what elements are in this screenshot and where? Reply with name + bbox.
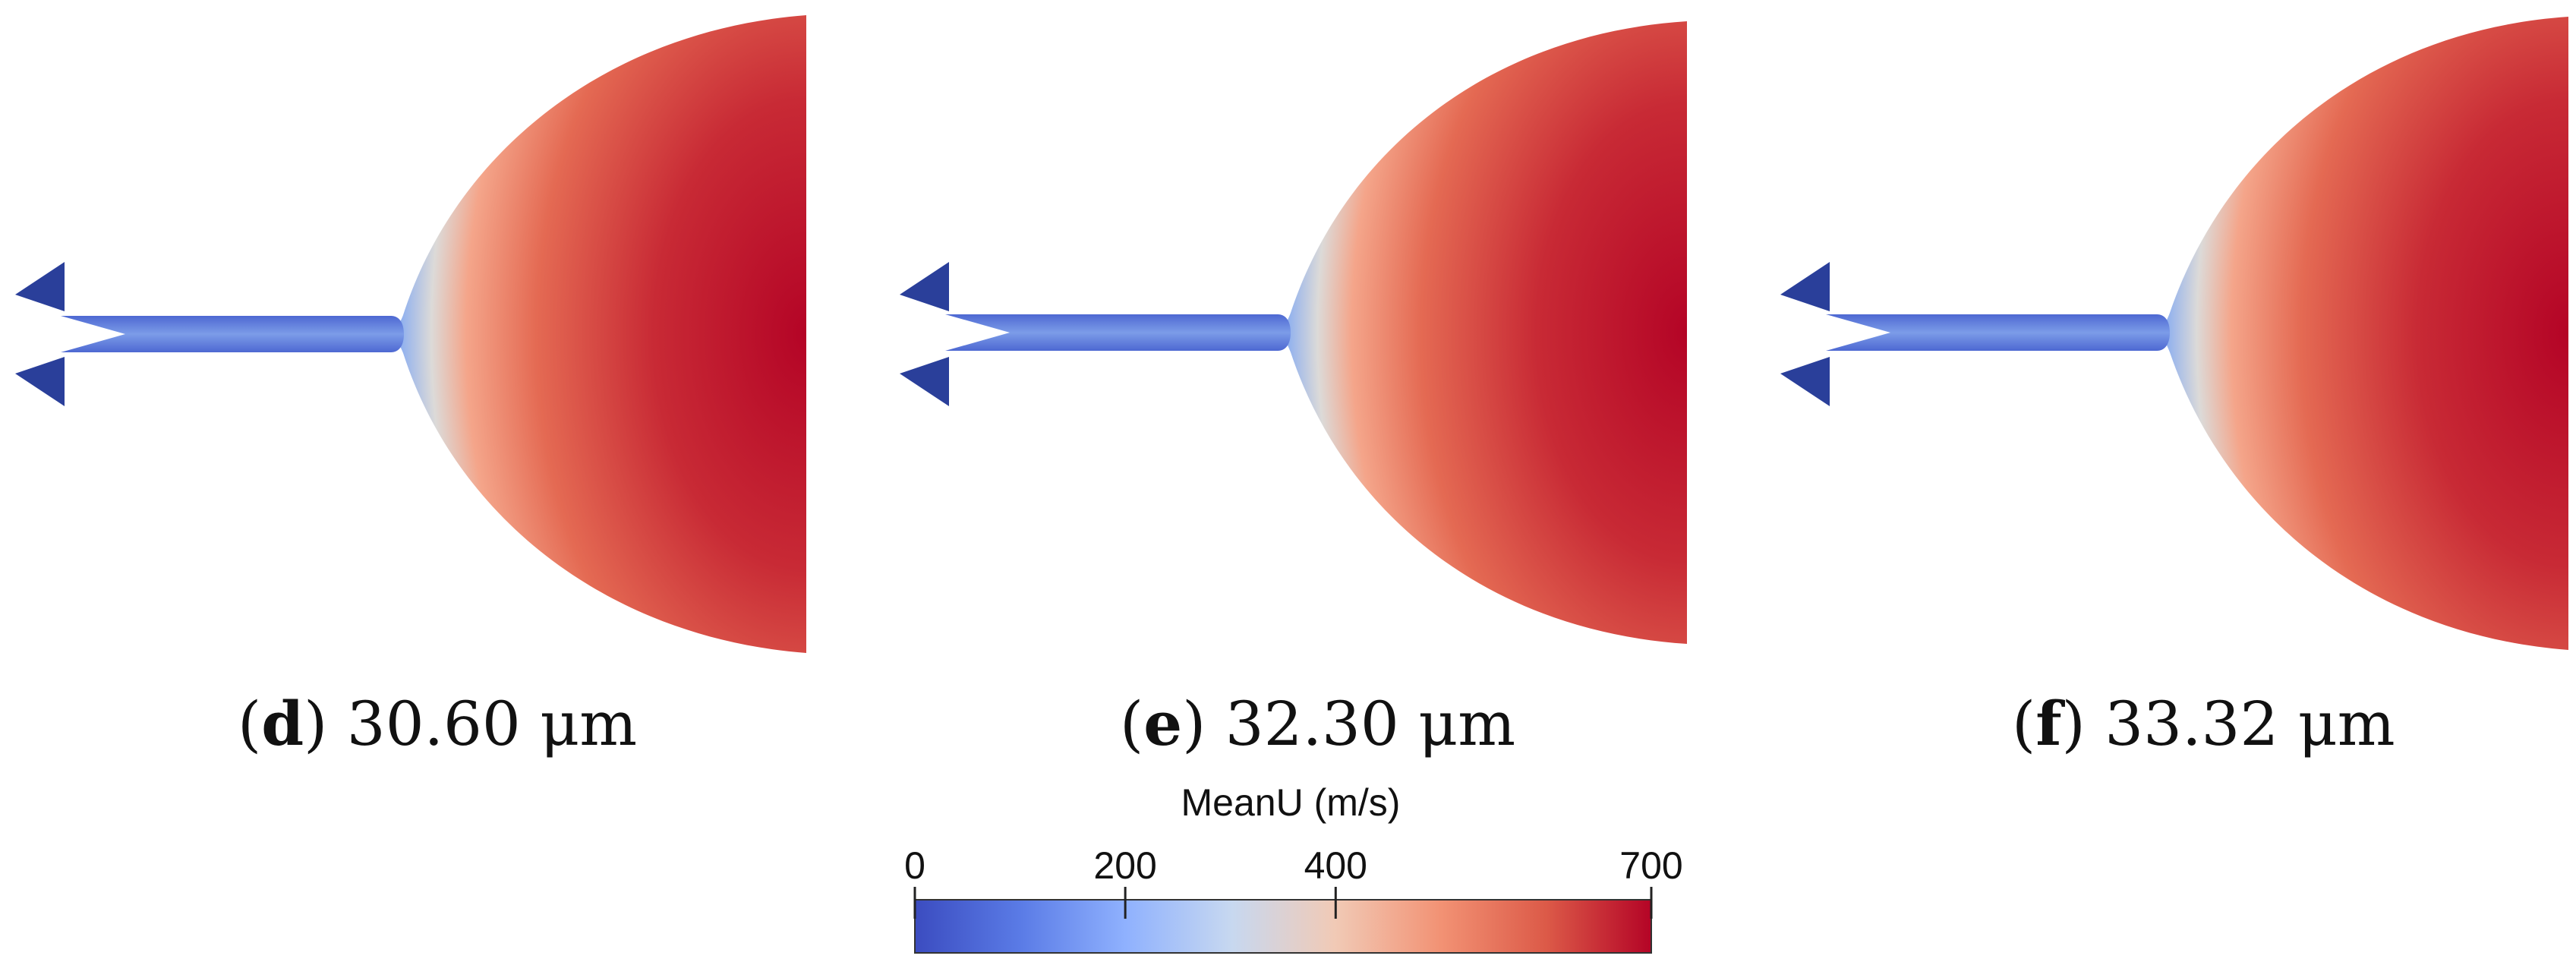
caption-letter-e: e — [1143, 688, 1183, 759]
caption-panel-f: (f) 33.32 μm — [2012, 688, 2395, 759]
caption-letter-d: d — [261, 688, 304, 759]
caption-value-e: 32.30 μm — [1225, 689, 1516, 759]
colorbar-tick-label-700: 700 — [1619, 844, 1683, 887]
caption-letter-f: f — [2035, 688, 2062, 759]
jet-plume-e — [1278, 21, 1687, 644]
colorbar-title: MeanU (m/s) — [1181, 781, 1401, 824]
inlet-arrow-bottom-e — [900, 357, 949, 406]
caption-panel-d: (d) 30.60 μm — [238, 688, 638, 759]
nozzle-channel-f — [1826, 314, 2170, 351]
caption-value-f: 33.32 μm — [2105, 689, 2395, 759]
inlet-arrow-bottom-f — [1780, 357, 1830, 406]
caption-value-d: 30.60 μm — [346, 689, 638, 759]
inlet-arrow-bottom-d — [15, 357, 65, 406]
nozzle-channel-e — [945, 314, 1291, 351]
colorbar-tick-label-200: 200 — [1093, 844, 1157, 887]
colorbar-ticks — [913, 887, 1653, 919]
jet-plume-f — [2157, 17, 2568, 650]
jet-plume-d — [391, 15, 806, 653]
panel-e — [900, 21, 1687, 644]
inlet-arrow-top-e — [900, 262, 949, 311]
colorbar-tick-label-0: 0 — [904, 844, 925, 887]
colorbar — [913, 887, 1653, 954]
inlet-arrow-top-f — [1780, 262, 1830, 311]
colorbar-tick-label-400: 400 — [1304, 844, 1367, 887]
nozzle-channel-d — [61, 316, 404, 352]
caption-panel-e: (e) 32.30 μm — [1120, 688, 1516, 759]
panel-d — [15, 15, 806, 653]
inlet-arrow-top-d — [15, 262, 65, 311]
colorbar-gradient — [914, 899, 1652, 954]
panel-f — [1780, 17, 2568, 650]
